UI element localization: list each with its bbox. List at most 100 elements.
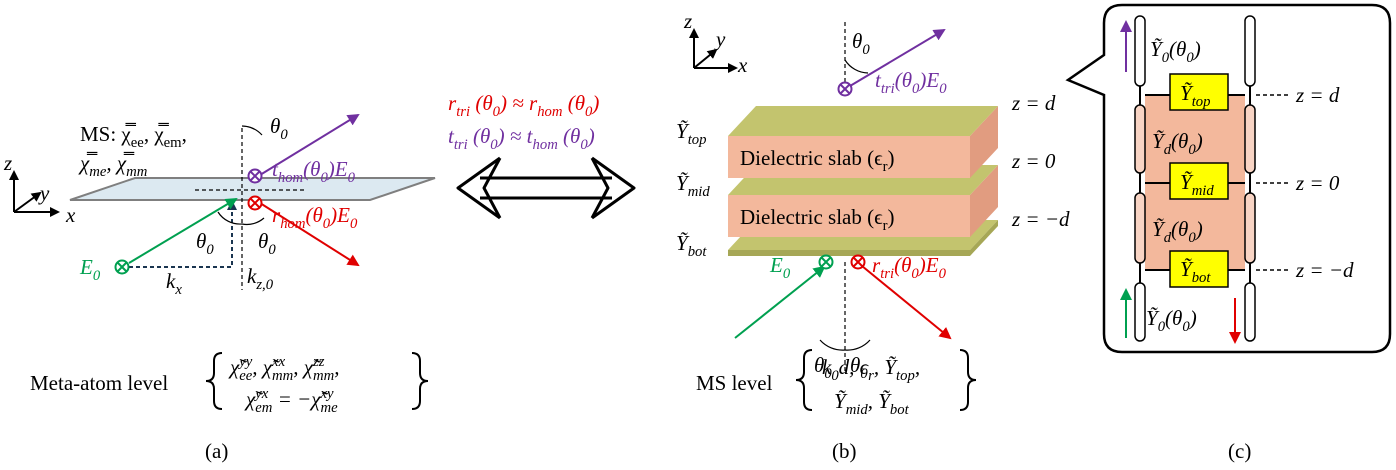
text-run: tri xyxy=(881,81,895,97)
text-run: z,0 xyxy=(255,277,273,293)
axis-label: x xyxy=(737,53,748,77)
text-run: ) xyxy=(1195,217,1203,241)
text-run: top xyxy=(1192,94,1211,110)
incident-arrow xyxy=(129,199,236,263)
text-run: x xyxy=(174,282,182,298)
text-run: top xyxy=(688,132,707,148)
text-run: )E xyxy=(918,253,939,277)
panel-b: z y x θ0 θ0 θ0 ttri(θ xyxy=(676,9,1070,463)
text-run: (θ xyxy=(305,203,322,227)
text-run: tri xyxy=(454,137,468,153)
angle-label: θ0 xyxy=(270,114,288,143)
double-arrow-heads xyxy=(458,158,634,218)
text-run: z xyxy=(683,9,692,33)
text-run: mid xyxy=(1192,183,1215,199)
text-run: (θ xyxy=(1171,217,1188,241)
text-run: , xyxy=(182,122,187,146)
text-run: θ xyxy=(270,114,280,138)
text-run: (θ xyxy=(303,157,320,181)
text-run: z = d xyxy=(1011,91,1056,115)
panel-a: z y x MS: χ̿ee, χ̿em, χ̿me, χ̿mm θ0 θ0 θ… xyxy=(3,114,435,463)
axis-label: y xyxy=(714,27,726,51)
text-run: ) ≈ t xyxy=(497,124,534,148)
angle-arc xyxy=(242,218,264,224)
text-run: ) xyxy=(1195,129,1203,153)
text-run: 0 xyxy=(93,268,101,284)
text-run: top xyxy=(896,368,915,384)
text-run: E xyxy=(769,253,783,277)
text-run: θ xyxy=(258,229,268,253)
angle-arc xyxy=(845,60,868,73)
brace xyxy=(206,353,222,409)
text-run: bot xyxy=(688,244,708,260)
text-run: ) xyxy=(1189,306,1197,330)
text-run: hom xyxy=(537,104,562,120)
axis-label: z xyxy=(3,151,12,175)
angle-arc xyxy=(242,126,262,135)
angle-label: θ0 xyxy=(852,29,870,58)
text-run: ) ≈ r xyxy=(499,91,538,115)
text-run: )E xyxy=(327,157,348,181)
angle-label: θ0 xyxy=(196,229,214,258)
text-run: 0 xyxy=(350,216,358,232)
text-run: z = d xyxy=(1295,83,1340,107)
kz-label: kz,0 xyxy=(247,264,274,293)
incident-label: E0 xyxy=(769,253,791,282)
slab-stack xyxy=(728,106,998,256)
text-run: E xyxy=(79,255,93,279)
text-run: mm xyxy=(313,368,334,384)
angle-arc xyxy=(820,340,845,350)
text-run: ) xyxy=(888,205,895,229)
text-run: mm xyxy=(272,368,293,384)
text-run: z = −d xyxy=(1011,207,1070,231)
text-run: θ xyxy=(852,29,862,53)
text-run: 0 xyxy=(939,266,947,282)
axis-label: x xyxy=(65,203,76,227)
text-run: z xyxy=(3,151,12,175)
level-terms: Ỹmid, Ỹbot xyxy=(834,389,910,418)
level-terms: χ̃yxem = −χ̃xyme xyxy=(244,386,338,416)
brace xyxy=(960,350,976,410)
level-terms: χ̃yyee, χ̃xxmm, χ̃zzmm, xyxy=(228,354,339,384)
text-run: (c) xyxy=(1228,439,1251,463)
text-run: 0 xyxy=(862,42,870,58)
text-run: d, ϵ xyxy=(839,355,870,379)
angle-label: θ0 xyxy=(258,229,276,258)
text-run: bot xyxy=(890,402,910,418)
text-run: )E xyxy=(918,68,939,92)
incident-label: E0 xyxy=(79,255,101,284)
text-run: ) xyxy=(587,124,595,148)
caption: (a) xyxy=(205,439,228,463)
text-run: mid xyxy=(688,184,711,200)
text-run: hom xyxy=(533,137,558,153)
z-label: z = −d xyxy=(1295,258,1354,282)
sheet-label: Ỹbot xyxy=(676,231,707,260)
text-run: 0 xyxy=(206,242,214,258)
text-run: MS: χ̿ xyxy=(80,122,137,146)
text-run: Meta-atom level xyxy=(30,371,168,395)
incident-arrow xyxy=(735,267,824,338)
text-run: , xyxy=(334,355,339,379)
kx-label: kx xyxy=(166,269,182,298)
text-run: bot xyxy=(1192,270,1212,286)
text-run: tri xyxy=(880,266,894,282)
text-run: (θ xyxy=(895,68,912,92)
equivalence-t: ttri (θ0) ≈ thom (θ0) xyxy=(448,124,595,153)
figure: z y x MS: χ̿ee, χ̿em, χ̿me, χ̿mm θ0 θ0 θ… xyxy=(0,0,1396,470)
text-run: hom xyxy=(280,216,305,232)
text-run: (θ xyxy=(468,124,491,148)
text-run: x xyxy=(737,53,748,77)
text-run: (θ xyxy=(558,124,581,148)
axis-label: z xyxy=(683,9,692,33)
z-label: z = 0 xyxy=(1011,149,1056,173)
ms-label: χ̿me, χ̿mm xyxy=(78,151,147,180)
z-label: z = d xyxy=(1011,91,1056,115)
angle-arc xyxy=(845,340,870,350)
text-run: ) xyxy=(888,146,895,170)
text-run: Dielectric slab (ϵ xyxy=(740,205,883,229)
text-run: MS level xyxy=(696,371,773,395)
equivalence-r: rtri (θ0) ≈ rhom (θ0) xyxy=(448,91,599,120)
text-run: , Ỹ xyxy=(868,389,893,413)
z-label: z = −d xyxy=(1011,207,1070,231)
text-run: (θ xyxy=(562,91,585,115)
